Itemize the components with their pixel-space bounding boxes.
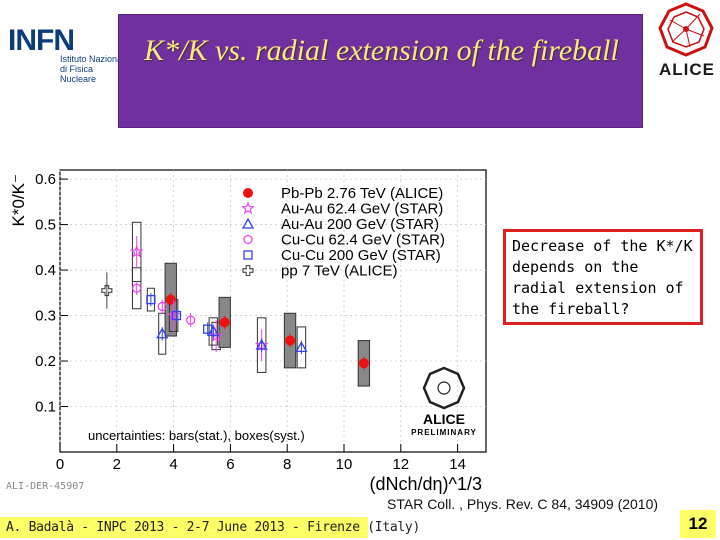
marker-triangle-open: [255, 338, 268, 350]
data-point: [241, 201, 255, 215]
marker-circle: [243, 188, 253, 198]
x-tick-label: 6: [226, 456, 234, 473]
data-point: [157, 301, 167, 312]
data-point: [165, 294, 176, 305]
y-tick-label: 0.6: [35, 171, 56, 188]
syst-box: [296, 326, 307, 369]
marker-circle-open: [157, 301, 167, 312]
marker-triangle-open: [241, 217, 255, 229]
citation: STAR Coll. , Phys. Rev. C 84, 34909 (201…: [387, 496, 659, 512]
marker-triangle-open: [295, 341, 308, 353]
footer-text: A. Badalà - INPC 2013 - 2-7 June 2013 - …: [6, 520, 420, 535]
note-text: Decrease of the K*/K depends on the radi…: [512, 237, 693, 318]
alice-watermark-icon: [422, 366, 466, 410]
marker-circle: [358, 358, 369, 369]
chart-svg: 0.1 0.2 0.3 0.4 0.5 0.6 0 2 4 6 8 10 12 14(dNch/dη)^1…: [9, 169, 487, 494]
data-point: [129, 244, 144, 258]
marker-triangle-open: [207, 325, 220, 337]
data-point: [203, 324, 213, 334]
infn-logo-text: INFN: [8, 24, 75, 57]
legend-entry: Au-Au 62.4 GeV (STAR): [281, 201, 443, 218]
chart: 0.1 0.2 0.3 0.4 0.5 0.6 0 2 4 6 8 10 12 14 (dNch/dη)^1…: [0, 140, 500, 500]
legend-entry: Cu-Cu 62.4 GeV (STAR): [281, 232, 445, 249]
alice-watermark-icon-core: [437, 381, 451, 395]
x-tick-label: 4: [169, 456, 177, 473]
infn-logo-subtitle: Istituto Nazionale di Fisica Nucleare: [60, 54, 130, 84]
marker-cross-open: [101, 284, 113, 297]
slide-title: K*/K vs. radial extension of the firebal…: [144, 34, 619, 67]
data-point: [132, 283, 142, 293]
marker-circle: [165, 294, 176, 305]
x-tick-label: 12: [392, 456, 409, 473]
x-tick-label: 10: [336, 456, 353, 473]
marker-circle-open: [185, 315, 196, 325]
marker-circle-open: [243, 234, 253, 245]
data-point: [243, 250, 253, 260]
legend-entry: Au-Au 200 GeV (STAR): [281, 216, 439, 233]
syst-box: [208, 317, 219, 346]
marker-square-open: [146, 294, 156, 305]
page-number: 12: [680, 510, 716, 538]
data-point: [285, 335, 296, 346]
marker-circle: [219, 317, 230, 328]
infn-logo: INFN Istituto Nazionale di Fisica Nuclea…: [4, 18, 129, 84]
title-banner: K*/K vs. radial extension of the firebal…: [118, 14, 643, 128]
figure-id: ALI-DER-45907: [6, 481, 85, 492]
marker-circle: [285, 335, 296, 346]
marker-circle-open: [132, 283, 142, 293]
legend-entry: Cu-Cu 200 GeV (STAR): [281, 247, 441, 264]
data-point: [207, 325, 220, 337]
y-tick-label: 0.4: [35, 262, 56, 279]
legend-entry: Pb-Pb 2.76 TeV (ALICE): [281, 185, 443, 202]
footer-bar: A. Badalà - INPC 2013 - 2-7 June 2013 - …: [0, 517, 420, 538]
alice-logo-text: ALICE: [659, 60, 715, 79]
data-point: [156, 327, 169, 339]
syst-box: [256, 317, 267, 373]
marker-square-open: [243, 250, 253, 260]
data-point: [219, 317, 230, 328]
alice-logo-icon: [658, 2, 714, 57]
marker-square-open: [171, 310, 182, 321]
watermark-alice: ALICE: [423, 411, 465, 427]
legend-entry: pp 7 TeV (ALICE): [281, 263, 397, 280]
watermark-preliminary: PRELIMINARY: [411, 428, 477, 437]
y-tick-label: 0.5: [35, 217, 56, 234]
marker-star: [166, 308, 181, 322]
x-tick-label: 8: [283, 456, 291, 473]
data-point: [295, 341, 308, 353]
y-tick-label: 0.3: [35, 308, 56, 325]
data-point: [241, 217, 255, 229]
data-point: [146, 294, 156, 305]
marker-star: [129, 244, 144, 258]
x-axis-label: (dNch/dη)^1/3: [370, 474, 483, 494]
y-axis-label: K*0/K⁻: [9, 174, 28, 226]
y-tick-label: 0.1: [35, 399, 56, 416]
marker-triangle-open: [156, 327, 169, 339]
y-tick-label: 0.2: [35, 353, 56, 370]
data-point: [209, 328, 224, 342]
data-point: [166, 308, 181, 322]
data-point: [101, 284, 113, 297]
note-box: Decrease of the K*/K depends on the radi…: [503, 229, 703, 325]
data-point: [171, 310, 182, 321]
data-point: [243, 234, 253, 245]
data-point: [255, 338, 268, 350]
uncertainty-annotation: uncertainties: bars(stat.), boxes(syst.): [88, 428, 305, 443]
x-tick-label: 2: [113, 456, 121, 473]
marker-star: [241, 201, 255, 215]
marker-cross-open: [242, 264, 254, 277]
plot-frame: [59, 169, 487, 453]
data-point: [358, 358, 369, 369]
data-point: [242, 264, 254, 277]
alice-logo: ALICE: [656, 2, 720, 84]
x-tick-label: 0: [56, 456, 64, 473]
x-tick-label: 14: [449, 456, 466, 473]
data-point: [243, 188, 253, 198]
marker-square-open: [203, 324, 213, 334]
marker-star: [209, 328, 224, 342]
data-point: [185, 315, 196, 325]
